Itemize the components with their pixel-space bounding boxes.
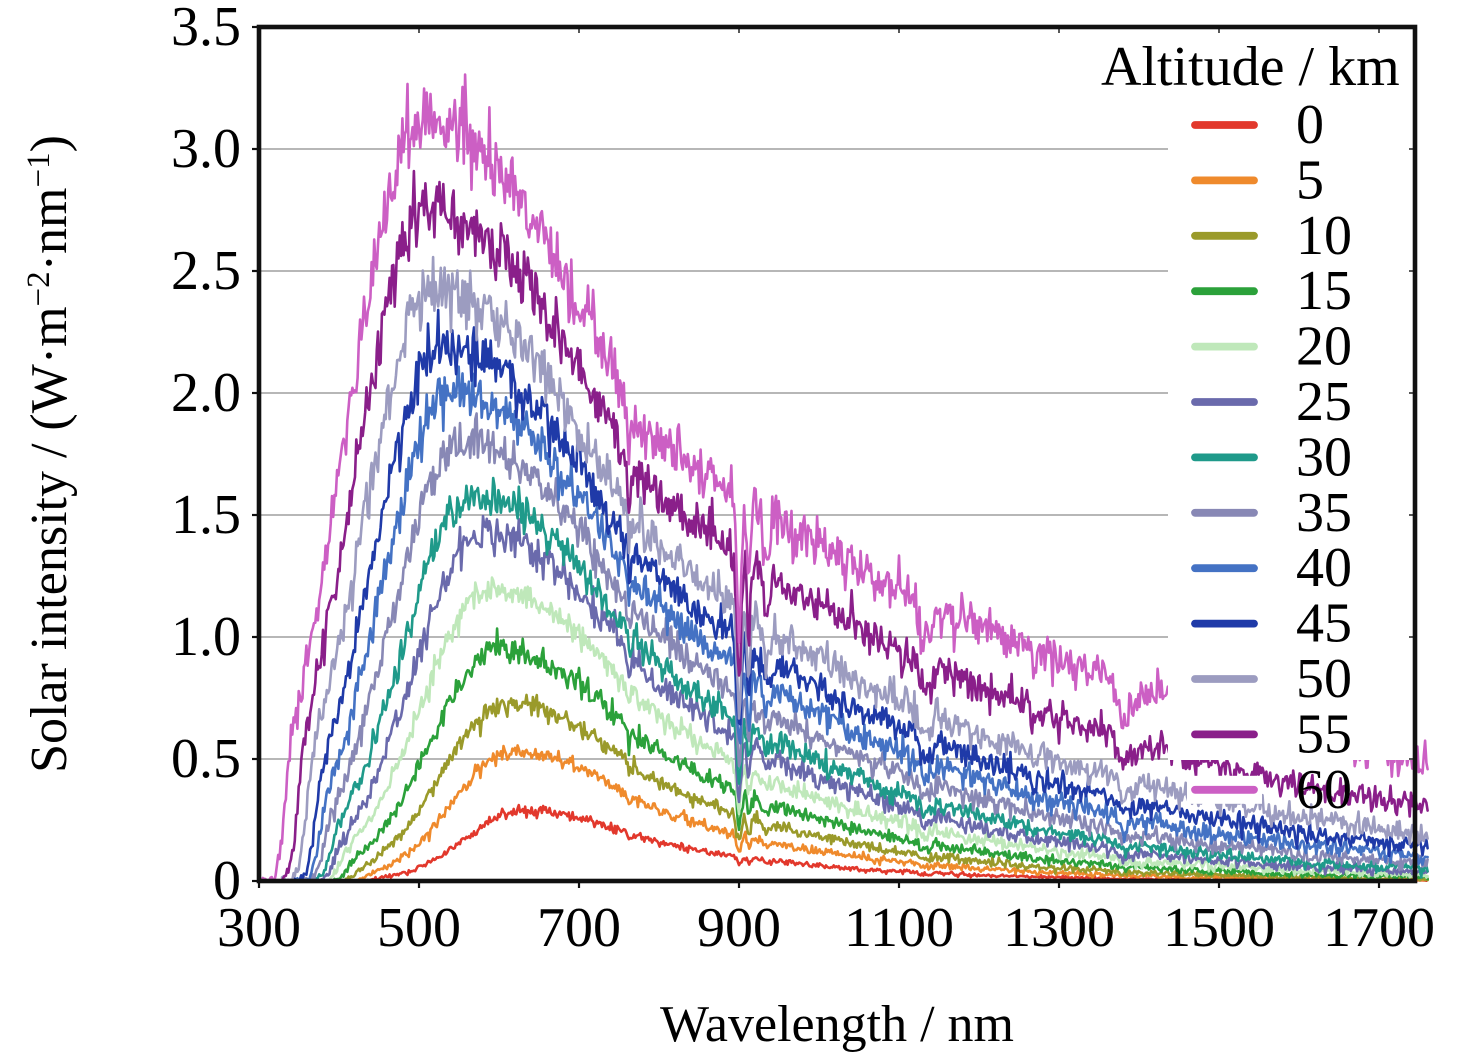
svg-text:25: 25	[1296, 371, 1352, 433]
svg-text:1300: 1300	[1003, 897, 1115, 959]
svg-text:Wavelength / nm: Wavelength / nm	[660, 996, 1014, 1052]
svg-text:40: 40	[1296, 537, 1352, 599]
svg-text:50: 50	[1296, 648, 1352, 710]
svg-text:0: 0	[1296, 94, 1324, 156]
svg-text:1700: 1700	[1323, 897, 1435, 959]
svg-text:Solar intensity / (W·m−2·nm−1): Solar intensity / (W·m−2·nm−1)	[21, 135, 78, 773]
svg-text:3.5: 3.5	[171, 0, 241, 58]
svg-text:Altitude / km: Altitude / km	[1101, 36, 1400, 98]
svg-text:1500: 1500	[1163, 897, 1275, 959]
svg-text:10: 10	[1296, 205, 1352, 267]
svg-text:700: 700	[537, 897, 621, 959]
svg-text:1.5: 1.5	[171, 484, 241, 546]
svg-text:1.0: 1.0	[171, 606, 241, 668]
svg-text:2.0: 2.0	[171, 362, 241, 424]
svg-text:55: 55	[1296, 703, 1352, 765]
svg-text:15: 15	[1296, 260, 1352, 322]
svg-text:900: 900	[697, 897, 781, 959]
svg-text:0.5: 0.5	[171, 728, 241, 790]
svg-text:2.5: 2.5	[171, 240, 241, 302]
svg-text:5: 5	[1296, 149, 1324, 211]
svg-text:35: 35	[1296, 482, 1352, 544]
svg-text:300: 300	[217, 897, 301, 959]
svg-text:500: 500	[377, 897, 461, 959]
svg-text:45: 45	[1296, 593, 1352, 655]
svg-text:30: 30	[1296, 426, 1352, 488]
svg-text:3.0: 3.0	[171, 118, 241, 180]
svg-text:1100: 1100	[844, 897, 954, 959]
svg-text:60: 60	[1296, 759, 1352, 821]
svg-text:20: 20	[1296, 316, 1352, 378]
